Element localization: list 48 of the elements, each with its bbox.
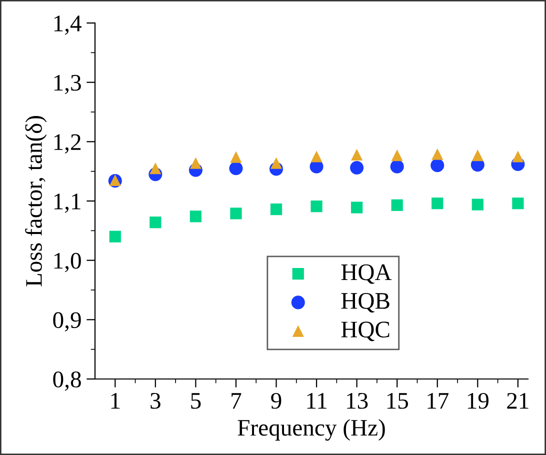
point: [390, 160, 404, 174]
y-tick-label: 1,3: [54, 74, 81, 94]
x-tick-label: 9: [271, 392, 282, 409]
point: [190, 157, 202, 169]
point: [109, 230, 121, 242]
point: [432, 148, 444, 160]
x-tick-label: 13: [347, 392, 368, 409]
x-tick-label: 3: [150, 392, 160, 409]
x-tick-label: 17: [428, 392, 448, 409]
point: [472, 150, 484, 162]
point: [350, 161, 364, 175]
x-tick-label: 21: [507, 392, 528, 409]
point: [351, 202, 363, 214]
y-tick-label: 1,0: [54, 252, 81, 272]
point: [270, 203, 282, 216]
point: [430, 158, 444, 172]
point: [150, 216, 162, 228]
point: [310, 150, 322, 162]
point: [229, 162, 243, 176]
y-tick-label: 1,1: [54, 194, 80, 213]
x-tick-label: 5: [191, 393, 201, 409]
x-tick-label: 15: [387, 392, 408, 409]
point: [391, 150, 403, 162]
x-tick-label: 1: [111, 392, 120, 409]
legend-label: HQC: [341, 322, 390, 342]
point: [432, 198, 444, 210]
y-tick-label: 1,2: [54, 134, 81, 154]
point: [391, 199, 403, 211]
x-axis-title: Frequency (Hz): [238, 419, 385, 441]
x-tick-label: 7: [232, 393, 242, 409]
point: [190, 210, 202, 222]
y-axis-title: Loss factor, tan(δ): [25, 116, 47, 286]
point: [150, 162, 162, 174]
y-tick-label: 0,8: [53, 371, 81, 391]
y-tick-label: 1,4: [54, 16, 82, 35]
point: [230, 151, 242, 163]
point: [270, 157, 282, 169]
point: [512, 198, 524, 210]
y-tick-label: 0,9: [53, 312, 81, 332]
point: [230, 208, 242, 220]
point: [512, 150, 524, 162]
point: [351, 148, 363, 161]
legend-label: HQA: [341, 264, 392, 284]
legend-label: HQB: [341, 293, 390, 312]
point: [472, 198, 484, 210]
x-tick-label: 11: [307, 392, 326, 409]
point: [310, 200, 322, 212]
x-tick-label: 19: [468, 392, 488, 409]
